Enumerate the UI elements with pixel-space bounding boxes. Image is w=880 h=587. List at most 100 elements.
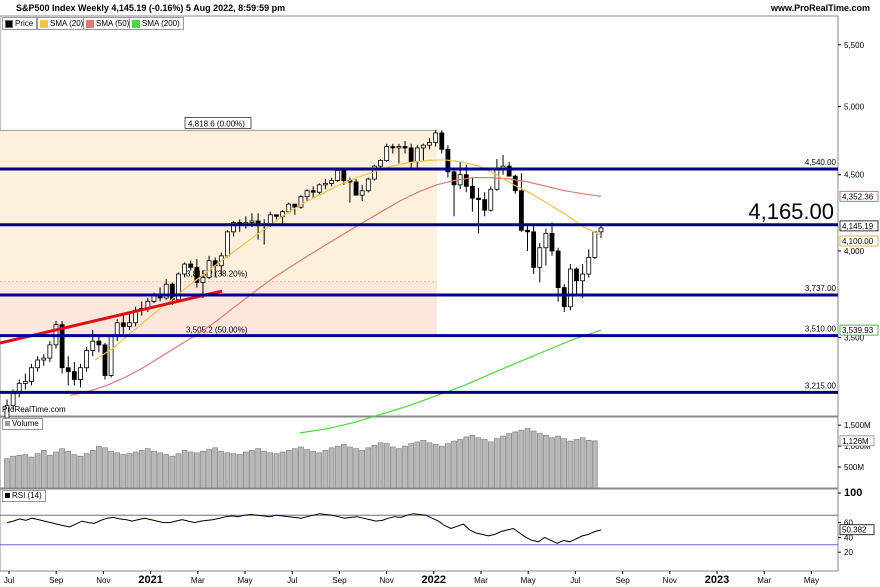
- volume-bar: [402, 445, 408, 489]
- candle: [341, 170, 347, 181]
- candle: [512, 175, 518, 192]
- volume-bar: [194, 452, 200, 489]
- candle: [567, 268, 573, 308]
- volume-bar: [224, 452, 231, 489]
- volume-bar: [457, 439, 463, 489]
- candle: [71, 371, 77, 380]
- volume-bar: [475, 437, 482, 489]
- volume-bar: [408, 443, 414, 489]
- volume-bar: [592, 440, 598, 489]
- volume-bar: [218, 450, 225, 489]
- candle: [274, 214, 279, 217]
- volume-badge: [839, 435, 875, 447]
- volume-bar: [365, 447, 372, 489]
- candle: [549, 233, 555, 252]
- volume-bar: [573, 439, 580, 489]
- volume-bar: [22, 454, 29, 489]
- candle: [518, 190, 524, 231]
- volume-bar: [59, 448, 65, 489]
- volume-bar: [163, 454, 170, 489]
- volume-bar: [445, 443, 451, 489]
- candle: [329, 180, 334, 184]
- x-tick-label: Mar: [474, 576, 488, 585]
- rsi-tick-label: 100: [844, 487, 862, 499]
- candle: [470, 185, 475, 199]
- candle: [59, 324, 65, 369]
- volume-panel-label: Volume: [2, 418, 43, 430]
- fib-label-box: [184, 117, 252, 129]
- candle: [592, 231, 598, 258]
- volume-bar: [469, 434, 476, 489]
- volume-bar: [420, 439, 427, 489]
- fib-label-2: 3,505.2 (50.00%): [186, 325, 248, 334]
- volume-bar: [561, 438, 568, 489]
- vol-tick-label: 500M: [844, 463, 864, 472]
- candle: [323, 182, 328, 186]
- candle: [365, 178, 371, 192]
- candle: [41, 357, 47, 361]
- volume-bar: [102, 447, 108, 489]
- legend-item-sma20[interactable]: SMA (20): [37, 17, 88, 30]
- candle: [433, 132, 439, 143]
- level-label: 3,215.00: [805, 381, 837, 390]
- x-tick-label: Jul: [4, 576, 14, 585]
- candle: [182, 263, 187, 275]
- volume-bar: [543, 434, 549, 489]
- candle: [384, 146, 390, 161]
- candle: [555, 250, 561, 288]
- volume-bar: [261, 450, 267, 489]
- level-label: 3,737.00: [805, 284, 837, 293]
- candle: [408, 147, 414, 163]
- y-tick-label: 4,000: [844, 247, 865, 256]
- brand-text[interactable]: www.ProRealTime.com: [770, 3, 870, 13]
- volume-bar: [132, 451, 139, 489]
- x-tick-label: Mar: [191, 576, 205, 585]
- candle: [494, 168, 500, 190]
- rsi-panel-frame: [0, 488, 839, 572]
- candle: [414, 147, 420, 163]
- y-tick-label: 3,500: [844, 333, 865, 342]
- volume-bar: [487, 441, 494, 489]
- volume-bar: [389, 446, 396, 489]
- volume-bar: [359, 450, 365, 489]
- candle: [231, 222, 236, 233]
- volume-bar: [383, 443, 390, 489]
- volume-bar: [549, 437, 555, 489]
- candle: [390, 146, 396, 149]
- volume-badge-label: 1,126M: [842, 437, 869, 446]
- volume-bar: [481, 439, 488, 489]
- volume-bar: [304, 449, 310, 489]
- volume-bar: [120, 454, 127, 489]
- legend-label: SMA (200): [142, 19, 180, 28]
- volume-bar: [28, 456, 35, 489]
- candle: [506, 165, 512, 177]
- volume-bar: [96, 445, 102, 489]
- candle: [102, 344, 108, 376]
- value-badge: [839, 190, 879, 202]
- volume-bar: [414, 441, 421, 489]
- legend-item-price[interactable]: Price: [2, 17, 38, 30]
- x-tick-label: Nov: [96, 576, 110, 585]
- volume-bar: [169, 455, 176, 489]
- volume-bar: [438, 445, 445, 489]
- candle: [47, 344, 53, 359]
- legend-item-sma200[interactable]: SMA (200): [129, 17, 184, 30]
- volume-bar: [249, 450, 255, 489]
- candle: [574, 268, 579, 282]
- volume-bar: [157, 452, 163, 489]
- volume-bar: [65, 450, 72, 489]
- candle: [359, 190, 365, 196]
- volume-bar: [316, 452, 323, 489]
- x-tick-label: 2022: [422, 574, 446, 586]
- candle: [543, 233, 549, 249]
- volume-bar: [298, 446, 304, 489]
- candle: [482, 199, 488, 211]
- volume-bar: [83, 453, 90, 489]
- candle: [108, 335, 114, 376]
- legend-item-sma50[interactable]: SMA (50): [83, 17, 134, 30]
- volume-bar: [34, 453, 41, 489]
- candle: [525, 229, 530, 233]
- candle: [378, 160, 383, 167]
- volume-bar: [463, 436, 470, 489]
